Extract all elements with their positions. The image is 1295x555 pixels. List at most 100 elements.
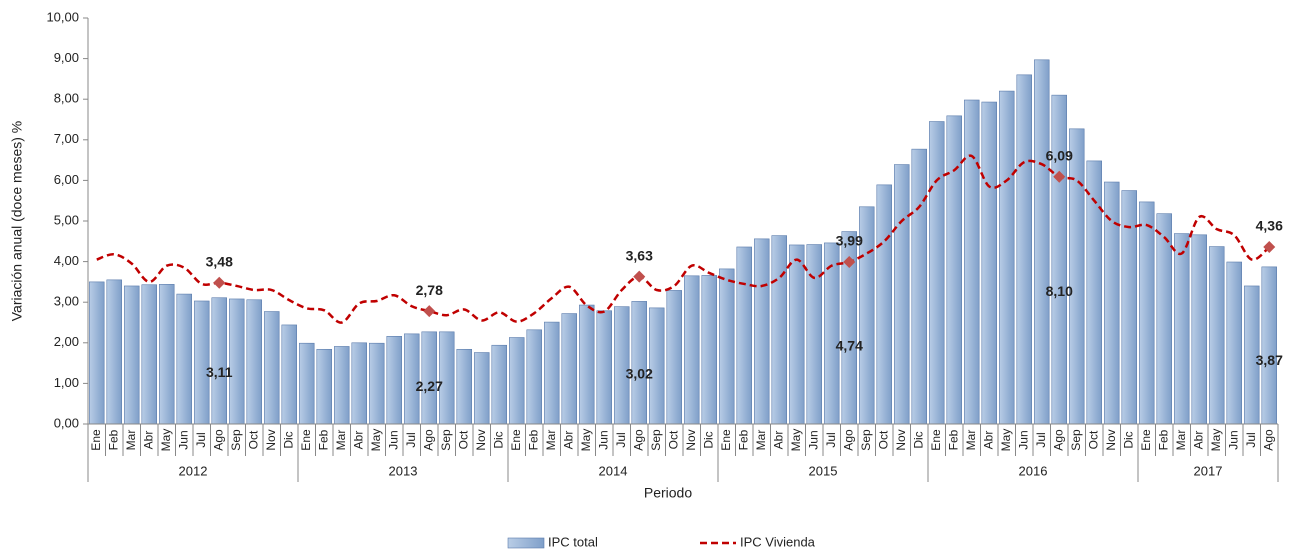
x-tick-label: Dic — [911, 431, 925, 448]
marker — [213, 276, 226, 289]
x-tick-label: Mar — [334, 430, 348, 451]
x-tick-label: Feb — [526, 429, 540, 450]
x-tick-label: May — [159, 429, 173, 452]
bar — [1156, 213, 1172, 425]
marker — [1053, 170, 1066, 183]
x-tick-label: Sep — [859, 429, 873, 451]
bar — [631, 301, 647, 425]
x-tick-label: Abr — [141, 431, 155, 450]
x-tick-label: Abr — [771, 431, 785, 450]
x-tick-label: Jul — [404, 432, 418, 447]
bar — [1209, 246, 1225, 425]
marker — [423, 305, 436, 318]
bar — [281, 324, 297, 425]
x-tick-label: Ene — [929, 429, 943, 451]
x-tick-label: Sep — [439, 429, 453, 451]
year-label: 2012 — [179, 463, 208, 478]
marker — [633, 270, 646, 283]
x-tick-label: Abr — [561, 431, 575, 450]
y-tick-label: 0,00 — [54, 415, 79, 430]
x-tick-label: Nov — [264, 429, 278, 450]
x-tick-label: Nov — [1104, 429, 1118, 450]
marker — [843, 256, 856, 269]
x-tick-label: Oct — [876, 430, 890, 449]
legend-swatch — [507, 537, 545, 549]
value-label: 3,02 — [626, 366, 653, 382]
value-label: 3,11 — [206, 364, 233, 380]
bar — [246, 299, 262, 425]
bar — [596, 310, 612, 425]
x-tick-label: Ene — [1139, 429, 1153, 451]
line — [96, 154, 1271, 324]
x-tick-label: Sep — [649, 429, 663, 451]
x-tick-label: Ago — [841, 429, 855, 451]
x-tick-label: Nov — [894, 429, 908, 450]
year-label: 2013 — [389, 463, 418, 478]
x-axis-label: Periodo — [644, 485, 692, 501]
bar — [1051, 94, 1067, 425]
bar — [1191, 234, 1207, 425]
bar — [1261, 266, 1277, 425]
bar — [824, 242, 840, 425]
y-tick-label: 4,00 — [54, 253, 79, 268]
bar — [124, 285, 140, 425]
y-tick-label: 5,00 — [54, 212, 79, 227]
value-label: 4,74 — [836, 338, 863, 354]
x-tick-label: Nov — [474, 429, 488, 450]
x-tick-label: Ago — [631, 429, 645, 451]
bar — [509, 337, 525, 425]
bar — [316, 348, 332, 425]
x-tick-label: Dic — [701, 431, 715, 448]
y-tick-label: 6,00 — [54, 172, 79, 187]
y-tick-label: 2,00 — [54, 334, 79, 349]
x-tick-label: Jun — [596, 430, 610, 449]
bar — [701, 275, 717, 425]
x-tick-label: Jul — [1244, 432, 1258, 447]
bar — [194, 300, 210, 425]
x-tick-label: Feb — [1156, 429, 1170, 450]
bar — [334, 346, 350, 425]
bar — [754, 238, 770, 425]
x-tick-label: Oct — [456, 430, 470, 449]
x-tick-label: Jul — [614, 432, 628, 447]
x-tick-label: Jun — [1016, 430, 1030, 449]
bar — [159, 284, 175, 425]
value-label: 3,87 — [1256, 352, 1283, 368]
x-tick-label: Mar — [964, 430, 978, 451]
x-tick-label: May — [369, 429, 383, 452]
x-tick-label: Sep — [1069, 429, 1083, 451]
x-tick-label: Jun — [1226, 430, 1240, 449]
x-tick-label: Ene — [719, 429, 733, 451]
marker — [1263, 240, 1276, 253]
bar — [579, 304, 595, 425]
bar — [176, 293, 192, 425]
x-tick-label: Dic — [281, 431, 295, 448]
x-tick-label: Abr — [981, 431, 995, 450]
bar — [1069, 128, 1085, 425]
value-label: 8,10 — [1046, 283, 1073, 299]
x-tick-label: Jun — [806, 430, 820, 449]
value-label: 6,09 — [1046, 147, 1073, 163]
bar — [561, 313, 577, 425]
bar — [1016, 74, 1032, 425]
x-tick-label: Feb — [106, 429, 120, 450]
x-tick-label: Feb — [946, 429, 960, 450]
bar — [1226, 261, 1242, 425]
bar — [981, 101, 997, 425]
bar — [999, 90, 1015, 425]
bar — [894, 164, 910, 425]
year-label: 2016 — [1019, 463, 1048, 478]
bar — [736, 246, 752, 425]
x-tick-label: Mar — [754, 430, 768, 451]
x-tick-label: Ene — [89, 429, 103, 451]
value-label: 3,48 — [206, 253, 233, 269]
bar — [719, 268, 735, 425]
bar — [351, 342, 367, 425]
x-tick-label: Dic — [491, 431, 505, 448]
x-tick-label: Ene — [299, 429, 313, 451]
x-tick-label: Dic — [1121, 431, 1135, 448]
y-axis-label: Variación anual (doce meses) % — [9, 121, 25, 322]
x-tick-label: Jun — [386, 430, 400, 449]
bar — [684, 275, 700, 425]
